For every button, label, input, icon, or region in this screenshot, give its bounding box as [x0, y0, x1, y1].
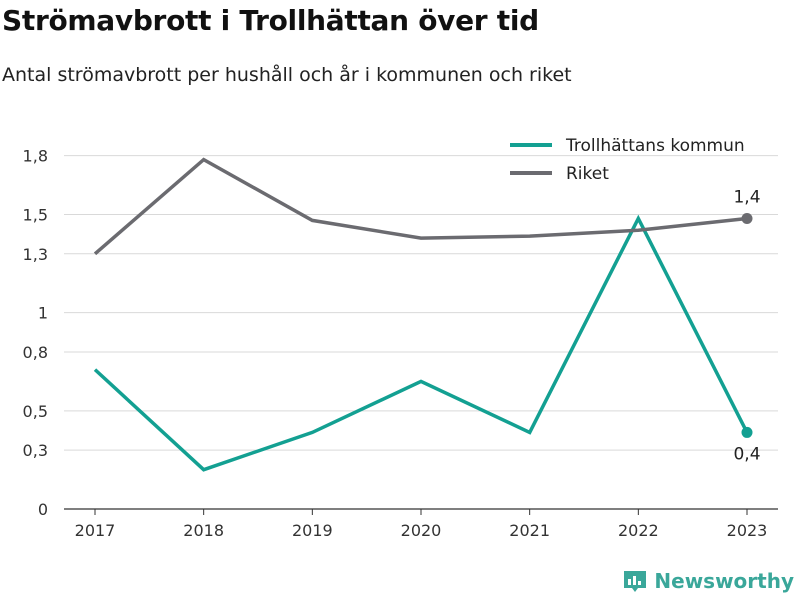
end-label-riket: 1,4	[733, 187, 760, 207]
y-tick-label: 1,5	[23, 206, 48, 225]
axes: 0 0,3 0,5 0,8 1 1,3 1,5 1,8 2017 2018 2019 2020 2021…	[23, 147, 778, 540]
legend: Trollhättans kommun Riket	[510, 136, 745, 184]
chart-title: Strömavbrott i Trollhättan över tid	[2, 4, 539, 37]
x-tick-label: 2023	[727, 521, 768, 540]
y-tick-label: 1,8	[23, 147, 48, 166]
x-tick-label: 2022	[618, 521, 659, 540]
y-tick-label: 0,8	[23, 343, 48, 362]
y-tick-label: 0	[38, 500, 48, 519]
end-point-riket	[741, 212, 753, 224]
y-tick-label: 1	[38, 304, 48, 323]
x-tick-label: 2021	[509, 521, 550, 540]
brand-logo: Newsworthy	[622, 568, 794, 594]
series-line-riket	[93, 157, 748, 256]
legend-label-trollhattan: Trollhättans kommun	[565, 136, 745, 156]
y-tick-label: 0,5	[23, 402, 48, 421]
y-tick-label: 0,3	[23, 441, 48, 460]
x-tick-label: 2018	[183, 521, 224, 540]
series-line-trollhattan	[93, 214, 749, 472]
y-tick-label: 1,3	[23, 245, 48, 264]
end-label-trollhattan: 0,4	[733, 444, 760, 464]
brand-name: Newsworthy	[654, 569, 794, 593]
chart-subtitle: Antal strömavbrott per hushåll och år i …	[2, 64, 572, 86]
x-tick-label: 2020	[401, 521, 442, 540]
end-point-trollhattan	[741, 426, 753, 438]
series-lines: 0,4 1,4	[93, 157, 761, 472]
legend-label-riket: Riket	[566, 164, 609, 184]
x-tick-label: 2019	[292, 521, 333, 540]
x-tick-label: 2017	[75, 521, 116, 540]
gridlines	[64, 155, 778, 451]
newsworthy-logo-icon	[624, 571, 647, 592]
